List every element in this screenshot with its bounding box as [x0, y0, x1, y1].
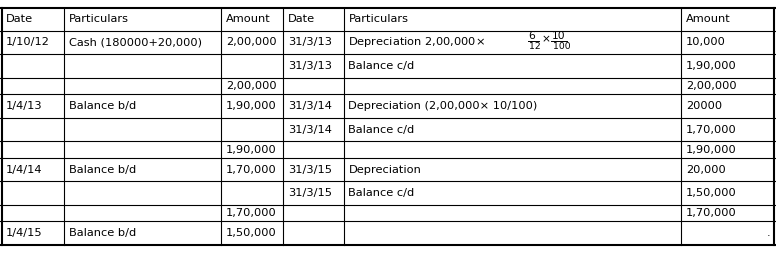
Text: Depreciation: Depreciation: [348, 165, 421, 175]
Text: Particulars: Particulars: [348, 15, 408, 24]
Text: 1/4/13: 1/4/13: [6, 101, 43, 111]
Text: 1,90,000: 1,90,000: [226, 145, 276, 155]
Text: Balance c/d: Balance c/d: [348, 188, 414, 198]
Text: Date: Date: [288, 15, 315, 24]
Text: Cash (180000+20,000): Cash (180000+20,000): [69, 38, 202, 47]
Text: .: .: [767, 228, 771, 238]
Text: 31/3/14: 31/3/14: [288, 125, 332, 135]
Text: 1,70,000: 1,70,000: [686, 125, 736, 135]
Text: 31/3/13: 31/3/13: [288, 61, 332, 71]
Text: Particulars: Particulars: [69, 15, 129, 24]
Text: 1/10/12: 1/10/12: [6, 38, 50, 47]
Text: Amount: Amount: [686, 15, 731, 24]
Text: 31/3/15: 31/3/15: [288, 188, 332, 198]
Text: 2,00,000: 2,00,000: [226, 81, 276, 91]
Text: 20000: 20000: [686, 101, 722, 111]
Text: Balance c/d: Balance c/d: [348, 125, 414, 135]
Text: Balance b/d: Balance b/d: [69, 165, 137, 175]
Text: $\times$: $\times$: [541, 34, 550, 45]
Text: 1,70,000: 1,70,000: [686, 208, 736, 218]
Text: 10: 10: [552, 32, 566, 41]
Text: 1,70,000: 1,70,000: [226, 208, 276, 218]
Text: 1,50,000: 1,50,000: [686, 188, 736, 198]
Text: Depreciation (2,00,000× 10/100): Depreciation (2,00,000× 10/100): [348, 101, 538, 111]
Text: 1,70,000: 1,70,000: [226, 165, 276, 175]
Text: 31/3/13: 31/3/13: [288, 38, 332, 47]
Text: 1,50,000: 1,50,000: [226, 228, 276, 238]
Text: Amount: Amount: [226, 15, 271, 24]
Text: 100: 100: [553, 42, 570, 51]
Text: Balance b/d: Balance b/d: [69, 101, 137, 111]
Text: 1/4/15: 1/4/15: [6, 228, 43, 238]
Text: 31/3/15: 31/3/15: [288, 165, 332, 175]
Text: 12: 12: [529, 42, 541, 51]
Text: 6: 6: [528, 32, 535, 41]
Text: Balance b/d: Balance b/d: [69, 228, 137, 238]
Text: 2,00,000: 2,00,000: [226, 38, 276, 47]
Text: 1,90,000: 1,90,000: [686, 145, 736, 155]
Text: 20,000: 20,000: [686, 165, 726, 175]
Text: Depreciation 2,00,000$\times$: Depreciation 2,00,000$\times$: [348, 35, 486, 50]
Text: Balance c/d: Balance c/d: [348, 61, 414, 71]
Text: 31/3/14: 31/3/14: [288, 101, 332, 111]
Text: 1,90,000: 1,90,000: [226, 101, 276, 111]
Text: 1/4/14: 1/4/14: [6, 165, 43, 175]
Text: Date: Date: [6, 15, 33, 24]
Text: 10,000: 10,000: [686, 38, 726, 47]
Text: 1,90,000: 1,90,000: [686, 61, 736, 71]
Text: 2,00,000: 2,00,000: [686, 81, 736, 91]
